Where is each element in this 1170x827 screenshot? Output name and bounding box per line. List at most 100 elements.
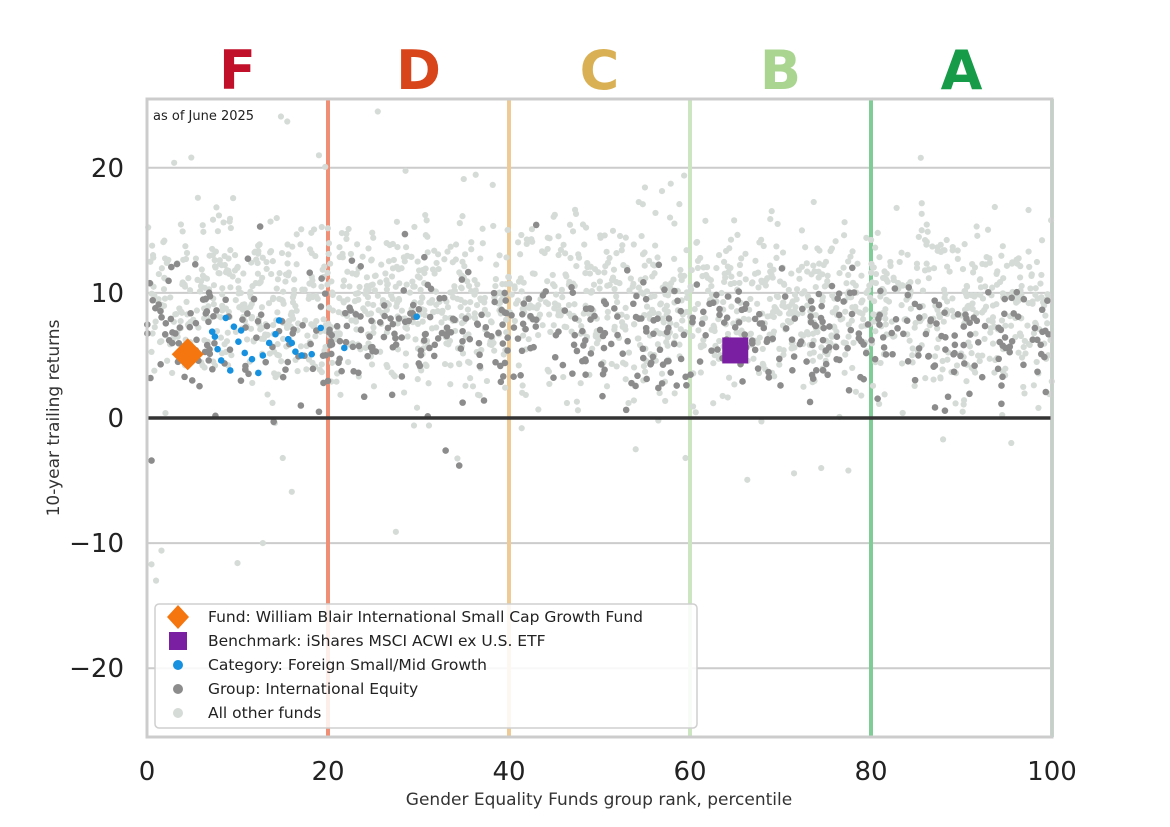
other-fund-point [774,220,781,228]
group-fund-point [459,337,466,345]
other-fund-point [223,338,231,345]
other-fund-point [155,270,162,278]
other-fund-point [703,264,711,271]
other-fund-point [874,229,881,237]
other-fund-point [654,341,661,348]
other-fund-point [773,292,780,300]
other-fund-point [989,302,997,309]
other-fund-point [423,362,430,369]
other-fund-point [798,227,806,234]
other-fund-point [854,260,861,267]
other-fund-point [151,367,158,374]
group-fund-point [357,326,365,334]
other-fund-point [641,262,648,269]
other-fund-point [972,330,979,337]
other-fund-point [430,309,437,316]
other-fund-point [944,298,951,305]
other-fund-point [374,108,381,115]
other-fund-point [961,287,969,295]
other-fund-point [276,270,283,277]
group-fund-point [874,395,881,403]
group-fund-point [764,336,771,343]
other-fund-point [622,376,629,383]
other-fund-point [435,265,442,273]
other-fund-point [881,268,888,275]
other-fund-point [939,436,947,443]
other-fund-point [291,276,298,283]
category-fund-point [214,345,221,353]
group-fund-point [742,300,750,308]
group-fund-point [756,320,764,327]
group-fund-point [1042,388,1050,396]
group-fund-point [407,310,414,317]
category-fund-point [265,339,273,347]
other-fund-point [974,232,981,239]
other-fund-point [562,250,569,257]
other-fund-point [481,294,488,302]
other-fund-point [442,314,449,322]
group-fund-point [426,344,433,352]
other-fund-point [199,222,206,229]
other-fund-point [185,275,192,282]
group-fund-point [915,352,922,359]
group-fund-point [149,296,157,304]
other-fund-point [563,324,570,331]
other-fund-point [999,243,1006,250]
other-fund-point [671,255,678,262]
other-fund-point [531,270,538,277]
other-fund-point [858,272,865,279]
other-fund-point [604,259,612,266]
x-tick-label: 100 [1027,757,1077,787]
other-fund-point [1044,320,1051,327]
other-fund-point [523,240,530,248]
other-fund-point [255,242,262,249]
other-fund-point [152,577,160,584]
group-fund-point [380,302,388,309]
group-fund-point [420,337,428,344]
other-fund-point [492,276,499,283]
group-fund-point [877,287,884,295]
other-fund-point [198,266,205,273]
series-group-international-equity [144,221,1052,469]
other-fund-point [574,407,582,414]
other-fund-point [201,364,208,371]
other-fund-point [325,304,333,311]
group-fund-point [464,268,472,276]
group-fund-point [903,317,911,325]
y-tick-label: 20 [91,154,124,184]
group-fund-point [499,321,506,328]
group-fund-point [602,300,610,308]
other-fund-point [577,380,584,387]
other-fund-point [267,218,274,225]
other-fund-point [471,291,478,298]
other-fund-point [742,276,749,283]
group-fund-point [634,372,641,380]
other-fund-point [217,314,224,321]
group-fund-point [778,265,786,272]
other-fund-point [458,285,465,292]
group-fund-point [803,358,810,365]
series-fund-and-benchmark [171,337,749,371]
group-fund-point [642,324,650,332]
other-fund-point [468,239,475,246]
group-fund-point [502,297,510,304]
group-fund-point [580,342,587,349]
other-fund-point [424,233,431,240]
other-fund-point [280,288,287,295]
other-fund-point [614,299,621,306]
group-fund-point [665,315,673,322]
other-fund-point [425,422,433,429]
group-fund-point [253,334,260,341]
other-fund-point [503,329,510,336]
category-fund-point [275,317,283,324]
group-fund-point [677,307,685,315]
other-fund-point [518,425,525,432]
x-tick-label: 0 [139,757,156,787]
other-fund-point [160,286,168,293]
group-fund-point [996,338,1003,346]
group-fund-point [868,336,875,344]
other-fund-point [227,247,234,254]
other-fund-point [626,287,633,294]
other-fund-point [788,310,795,317]
group-fund-point [960,323,968,330]
